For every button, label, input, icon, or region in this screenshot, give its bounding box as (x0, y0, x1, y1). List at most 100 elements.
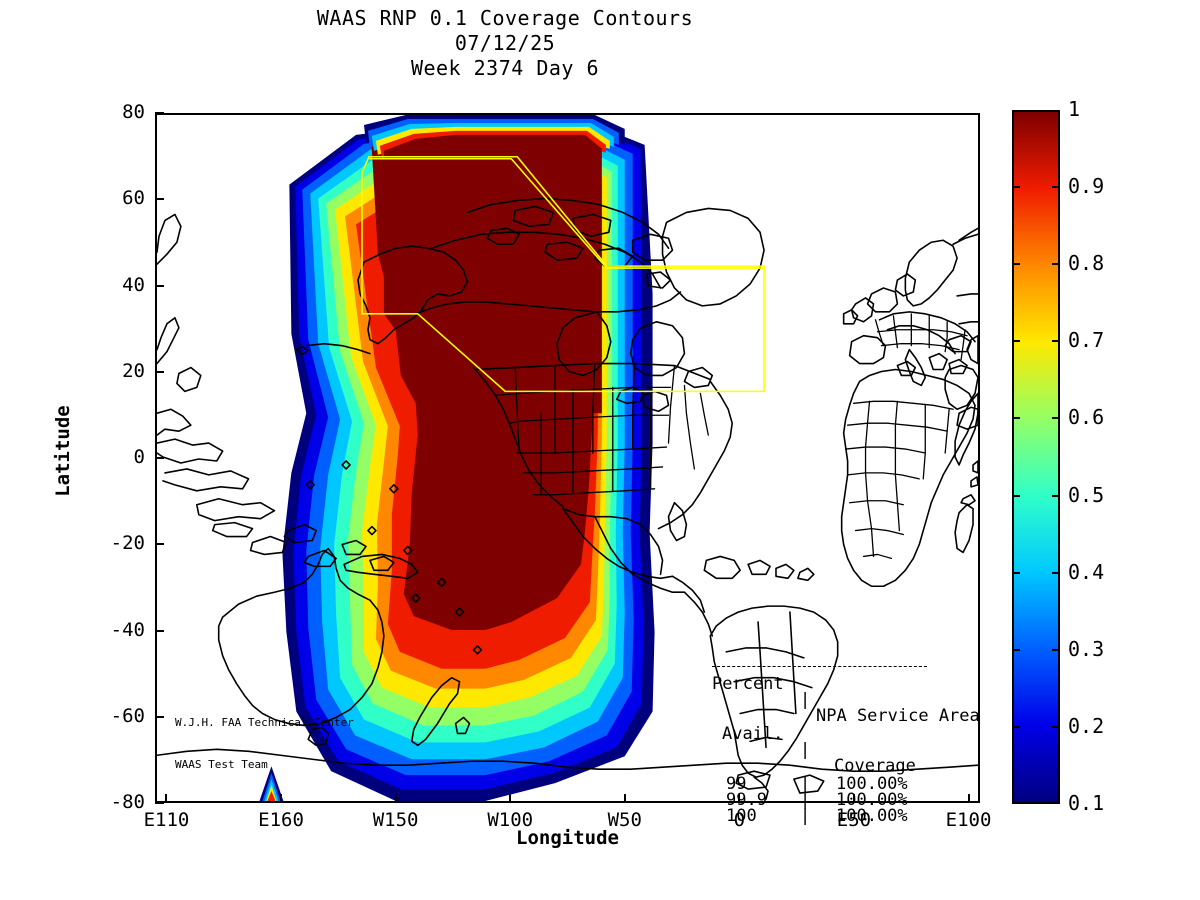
coverage-contour-layer (259, 115, 655, 801)
npa-service-area-polygon (361, 155, 765, 393)
title-line-3: Week 2374 Day 6 (410, 56, 600, 80)
coast-antarctica (157, 748, 978, 772)
world-coastline-overlay (157, 155, 978, 800)
coast-siberia-north (958, 227, 978, 242)
y-tick-label-6: -40 (110, 618, 145, 641)
stats-subheader-row: Avail. | Coverage (712, 710, 916, 775)
x-tick-label-6: E50 (836, 809, 872, 831)
colorbar-tick-right-5 (1052, 494, 1060, 497)
y-tick-label-8: -80 (110, 791, 145, 813)
x-tick-label-5: 0 (733, 809, 746, 831)
colorbar-tick-left-7 (1012, 648, 1020, 651)
y-tick-label-7: -60 (110, 704, 145, 727)
colorbar-tick-left-3 (1012, 340, 1020, 343)
colorbar-label-6: 0.4 (1068, 559, 1105, 584)
x-tick-6 (852, 794, 855, 803)
europe-country-borders (874, 313, 968, 361)
us-state-borders (494, 362, 709, 496)
y-tick-8 (155, 802, 164, 804)
colorbar-tick-left-8 (1012, 725, 1020, 728)
stats-divider-sub: | (800, 740, 811, 760)
coast-australia (217, 547, 385, 727)
y-axis-title: Latitude (52, 405, 74, 497)
coast-us-east (657, 380, 733, 530)
coast-uk (850, 297, 875, 323)
x-tick-label-4: W50 (607, 809, 642, 831)
colorbar-tick-left-2 (1012, 263, 1020, 266)
stats-divider: | (800, 790, 811, 810)
coast-horn-of-africa (956, 406, 978, 430)
africa-country-borders (844, 400, 954, 560)
coast-south-america (709, 605, 839, 778)
x-tick-label-7: E100 (945, 809, 992, 831)
stats-avail-value: 99.9 (726, 790, 767, 810)
stats-avail-value: 99 (726, 774, 747, 794)
coast-canada-mainland (414, 291, 682, 315)
y-tick-5 (155, 543, 164, 546)
y-tick-2 (155, 284, 164, 287)
stats-coverage-value: 100.00% (836, 774, 908, 794)
coast-japan (157, 317, 180, 365)
colorbar-label-7: 0.3 (1068, 636, 1105, 661)
credit-annotation: W.J.H. FAA Technical Center WAAS Test Te… (175, 688, 354, 786)
coast-alaska (357, 245, 469, 345)
coast-asia-east (157, 408, 192, 436)
stats-header-left: Percent (712, 674, 784, 694)
colorbar-tick-left-5 (1012, 494, 1020, 497)
coast-greece (928, 352, 948, 371)
npa-service-area-polygon-inner (369, 157, 765, 269)
x-tick-label-0: E110 (143, 809, 190, 831)
coast-new-zealand (410, 676, 461, 747)
stats-body: 99 | 100.00% 99.9 | 100.00% 100 | 100.00% (712, 774, 908, 825)
colorbar-label-9: 0.1 (1068, 791, 1105, 815)
y-tick-0 (155, 112, 164, 114)
coast-us-west (472, 366, 564, 508)
colorbar-tick-right-2 (1052, 263, 1060, 266)
chart-title-block: WAAS RNP 0.1 Coverage Contours 07/12/25 … (0, 6, 1010, 81)
coast-hudson-bay (556, 311, 612, 377)
coast-arabia (944, 364, 978, 411)
y-tick-7 (155, 715, 164, 718)
coast-africa (840, 368, 976, 588)
border-sa-5 (757, 621, 767, 749)
stats-coverage-value: 100.00% (836, 790, 908, 810)
coast-greenland (661, 207, 765, 307)
stats-rule (712, 666, 927, 667)
stats-subheader-left: Avail. (722, 724, 784, 744)
x-tick-label-3: W100 (487, 809, 534, 831)
coast-black-sea (944, 334, 972, 353)
colorbar[interactable]: 1 0.9 0.8 0.7 0.6 0.5 0.4 0.3 0.2 0.1 (1012, 97, 1104, 815)
y-tick-4 (155, 457, 164, 459)
border-us-mexico (562, 507, 642, 526)
title-line-2: 07/12/25 (454, 31, 556, 55)
stats-avail-value: 100 (726, 806, 757, 826)
y-tick-label-3: 20 (122, 359, 145, 382)
colorbar-label-5: 0.5 (1068, 482, 1105, 507)
stats-divider: | (800, 774, 811, 794)
npa-coverage-stats-table: Percent | NPA Service Area Avail. | Cove… (712, 628, 980, 840)
colorbar-tick-left-4 (1012, 417, 1020, 420)
stats-row: 99.9 | 100.00% (712, 792, 908, 809)
y-tick-label-0: 80 (122, 101, 145, 123)
stats-coverage-value: 100.00% (836, 806, 908, 826)
map-plot-area[interactable] (155, 113, 980, 803)
x-tick-label-2: W150 (372, 809, 419, 831)
coast-aleutians (305, 342, 371, 355)
colorbar-tick-right-6 (1052, 571, 1060, 574)
colorbar-tick-left-6 (1012, 571, 1020, 574)
stats-row: 99 | 100.00% (712, 774, 908, 794)
y-tick-label-1: 60 (122, 187, 145, 210)
credit-line-1: W.J.H. FAA Technical Center (175, 716, 354, 729)
y-tick-label-4: 0 (133, 446, 145, 468)
colorbar-label-1: 0.9 (1068, 174, 1105, 199)
x-tick-7 (967, 794, 970, 803)
coast-kamchatka (157, 213, 182, 265)
coast-tasmania (307, 726, 329, 747)
y-tick-6 (155, 629, 164, 632)
border-sa-3 (739, 708, 795, 715)
border-russia (956, 293, 978, 297)
x-tick-0 (165, 794, 168, 803)
edge-artifact (259, 766, 284, 801)
y-tick-label-5: -20 (110, 532, 145, 555)
x-tick-3 (509, 794, 512, 803)
